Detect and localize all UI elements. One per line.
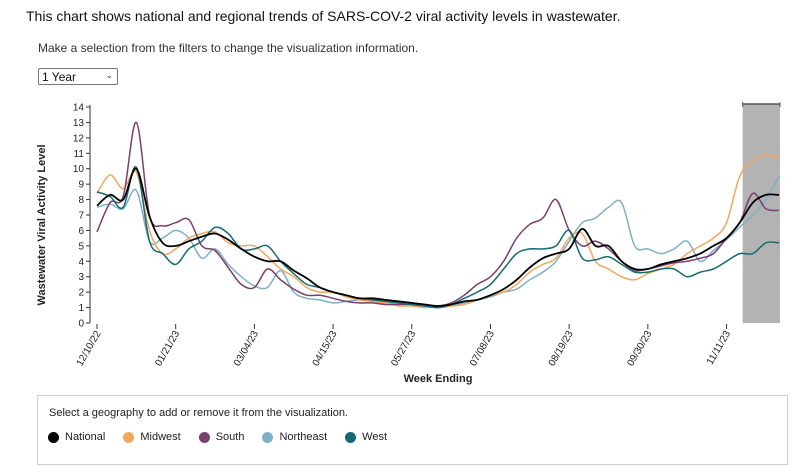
y-tick-label: 12 xyxy=(73,133,85,144)
legend-dot-northeast xyxy=(262,431,274,443)
legend-item-national[interactable]: National xyxy=(48,431,105,443)
intro-text: This chart shows national and regional t… xyxy=(26,8,621,24)
legend-label-national: National xyxy=(65,431,106,443)
x-tick-label: 12/10/22 xyxy=(75,329,104,369)
y-tick-label: 2 xyxy=(78,288,84,299)
legend-label-west: West xyxy=(362,431,388,443)
legend-label-midwest: Midwest xyxy=(140,431,181,443)
legend-item-south[interactable]: South xyxy=(198,431,245,443)
series-line-midwest xyxy=(96,154,780,309)
y-tick-label: 5 xyxy=(78,241,84,252)
x-tick-label: 07/08/23 xyxy=(468,329,497,369)
x-tick-label: 11/11/23 xyxy=(705,329,733,367)
legend-item-west[interactable]: West xyxy=(345,431,387,443)
y-tick-label: 6 xyxy=(78,226,84,237)
legend-label-northeast: Northeast xyxy=(279,431,328,443)
x-tick-label: 01/21/23 xyxy=(153,329,182,369)
x-tick-label: 05/27/23 xyxy=(389,329,418,369)
time-range-select[interactable]: 1 Year ⌄ xyxy=(38,68,118,85)
x-axis-title: Week Ending xyxy=(404,373,473,385)
chevron-down-icon: ⌄ xyxy=(105,70,113,80)
legend-panel: Select a geography to add or remove it f… xyxy=(37,395,788,465)
series-line-west xyxy=(96,166,780,309)
y-tick-label: 0 xyxy=(78,319,84,330)
series-line-south xyxy=(96,121,780,308)
legend-item-midwest[interactable]: Midwest xyxy=(123,431,181,443)
x-tick-label: 08/19/23 xyxy=(547,329,576,369)
legend-dot-midwest xyxy=(123,431,135,443)
x-tick-label: 03/04/23 xyxy=(232,329,261,369)
y-tick-label: 4 xyxy=(78,257,84,268)
legend-item-northeast[interactable]: Northeast xyxy=(262,431,327,443)
provisional-band xyxy=(742,104,780,323)
legend-dot-south xyxy=(198,431,210,443)
time-range-value: 1 Year xyxy=(42,70,77,84)
legend-dot-national xyxy=(48,431,59,443)
series-line-national xyxy=(96,167,780,307)
y-tick-label: 13 xyxy=(73,118,85,129)
legend-hint: Select a geography to add or remove it f… xyxy=(49,407,348,419)
y-tick-label: 8 xyxy=(78,195,84,206)
legend-items: National Midwest South Northeast West xyxy=(48,431,405,443)
y-tick-label: 10 xyxy=(73,164,85,175)
filter-hint: Make a selection from the filters to cha… xyxy=(38,41,419,55)
y-tick-label: 1 xyxy=(78,303,84,314)
y-tick-label: 9 xyxy=(78,180,84,191)
y-tick-label: 11 xyxy=(74,149,85,160)
y-tick-label: 3 xyxy=(78,272,84,283)
x-tick-label: 09/30/23 xyxy=(625,329,654,369)
y-tick-label: 14 xyxy=(73,103,85,114)
legend-dot-west xyxy=(345,431,357,443)
y-tick-label: 7 xyxy=(78,211,84,222)
x-tick-label: 04/15/23 xyxy=(311,329,340,369)
legend-label-south: South xyxy=(215,431,245,443)
y-axis-title: Wastewater Viral Activity Level xyxy=(36,145,48,306)
